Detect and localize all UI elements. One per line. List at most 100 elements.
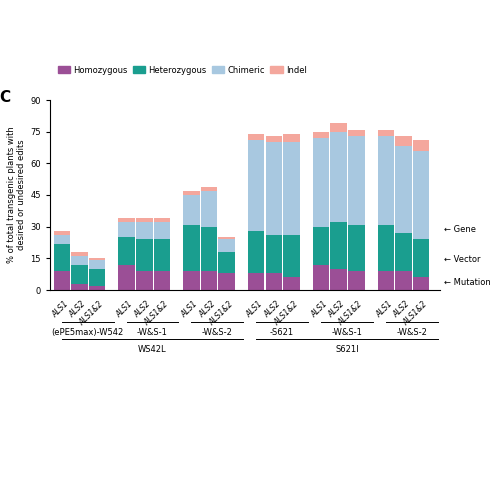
Text: ALS1&2: ALS1&2 — [142, 300, 170, 327]
Bar — [89, 269, 106, 286]
Bar — [71, 256, 88, 264]
Bar — [312, 132, 329, 138]
Text: ALS1: ALS1 — [244, 300, 264, 320]
Bar — [154, 222, 170, 240]
Bar — [183, 191, 200, 195]
Bar — [201, 186, 218, 191]
Bar — [201, 191, 218, 226]
Bar — [71, 252, 88, 256]
Bar — [218, 240, 235, 252]
Text: ALS2: ALS2 — [392, 300, 411, 320]
Bar — [266, 235, 282, 273]
Bar — [413, 278, 430, 290]
Text: ALS2: ALS2 — [132, 300, 152, 320]
Text: C: C — [0, 90, 10, 106]
Bar — [248, 134, 264, 140]
Bar — [312, 138, 329, 226]
Bar — [248, 231, 264, 273]
Bar — [136, 222, 152, 240]
Bar — [71, 264, 88, 283]
Bar — [154, 218, 170, 222]
Bar — [218, 273, 235, 290]
Bar — [348, 130, 364, 136]
Text: -W&S-1: -W&S-1 — [137, 328, 168, 337]
Bar — [330, 269, 347, 290]
Text: ALS1&2: ALS1&2 — [337, 300, 364, 327]
Bar — [54, 244, 70, 271]
Bar — [54, 235, 70, 244]
Bar — [395, 233, 411, 271]
Bar — [348, 271, 364, 290]
Bar — [312, 226, 329, 264]
Bar — [136, 271, 152, 290]
Bar — [89, 260, 106, 269]
Text: ALS1&2: ALS1&2 — [272, 300, 300, 327]
Text: ALS2: ALS2 — [68, 300, 87, 320]
Bar — [330, 123, 347, 132]
Text: S621I: S621I — [335, 345, 358, 354]
Text: ← Gene: ← Gene — [444, 224, 476, 234]
Text: ALS2: ALS2 — [198, 300, 218, 320]
Bar — [136, 218, 152, 222]
Bar — [395, 271, 411, 290]
Bar — [154, 240, 170, 271]
Bar — [118, 222, 135, 237]
Bar — [266, 136, 282, 142]
Bar — [201, 271, 218, 290]
Bar — [330, 132, 347, 222]
Bar — [413, 240, 430, 278]
Bar — [284, 278, 300, 290]
Bar — [378, 130, 394, 136]
Text: (ePE5max)-W542: (ePE5max)-W542 — [52, 328, 124, 337]
Bar — [378, 271, 394, 290]
Bar — [154, 271, 170, 290]
Text: ALS2: ALS2 — [262, 300, 282, 320]
Bar — [378, 136, 394, 224]
Bar — [218, 237, 235, 240]
Bar — [118, 264, 135, 290]
Text: ALS1&2: ALS1&2 — [402, 300, 429, 327]
Bar — [395, 136, 411, 146]
Text: WS42L: WS42L — [138, 345, 167, 354]
Text: -W&S-2: -W&S-2 — [202, 328, 232, 337]
Bar — [266, 142, 282, 235]
Bar — [266, 273, 282, 290]
Bar — [413, 140, 430, 150]
Bar — [118, 237, 135, 264]
Text: ← Vector: ← Vector — [444, 255, 480, 264]
Bar — [284, 134, 300, 142]
Bar — [136, 240, 152, 271]
Bar — [183, 271, 200, 290]
Bar — [89, 286, 106, 290]
Text: ALS2: ALS2 — [327, 300, 347, 320]
Bar — [118, 218, 135, 222]
Bar — [201, 226, 218, 271]
Text: -W&S-2: -W&S-2 — [396, 328, 427, 337]
Text: ALS1: ALS1 — [115, 300, 135, 320]
Text: ← Mutation: ← Mutation — [444, 278, 490, 287]
Bar — [54, 271, 70, 290]
Bar — [284, 235, 300, 278]
Bar — [413, 150, 430, 240]
Bar — [378, 224, 394, 271]
Bar — [312, 264, 329, 290]
Text: ALS1: ALS1 — [374, 300, 394, 320]
Bar — [248, 273, 264, 290]
Text: -S621: -S621 — [270, 328, 294, 337]
Bar — [183, 195, 200, 224]
Bar — [248, 140, 264, 231]
Bar — [330, 222, 347, 269]
Y-axis label: % of total transgenic plants with
desired or undesired edits: % of total transgenic plants with desire… — [7, 126, 26, 264]
Legend: Homozygous, Heterozygous, Chimeric, Indel: Homozygous, Heterozygous, Chimeric, Inde… — [54, 62, 310, 78]
Text: ALS1: ALS1 — [180, 300, 200, 320]
Bar — [183, 224, 200, 271]
Text: -W&S-1: -W&S-1 — [332, 328, 362, 337]
Text: ALS1: ALS1 — [310, 300, 329, 320]
Bar — [348, 224, 364, 271]
Text: ALS1: ALS1 — [50, 300, 70, 320]
Bar — [284, 142, 300, 235]
Bar — [218, 252, 235, 273]
Bar — [71, 284, 88, 290]
Bar — [54, 231, 70, 235]
Bar — [89, 258, 106, 260]
